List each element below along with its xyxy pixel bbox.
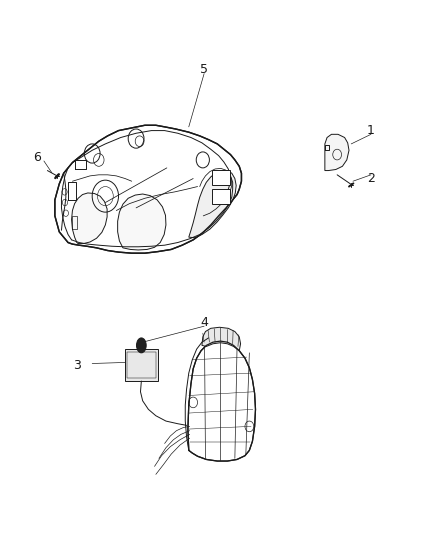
Text: 3: 3 bbox=[73, 359, 81, 372]
Polygon shape bbox=[324, 134, 348, 171]
Polygon shape bbox=[188, 171, 236, 238]
Bar bbox=[212, 189, 230, 204]
Ellipse shape bbox=[136, 338, 146, 353]
Polygon shape bbox=[117, 194, 166, 250]
Polygon shape bbox=[55, 125, 241, 253]
Bar bbox=[127, 352, 155, 378]
Bar bbox=[212, 170, 230, 185]
Text: 5: 5 bbox=[200, 63, 208, 76]
Polygon shape bbox=[201, 327, 240, 351]
Text: 6: 6 bbox=[33, 151, 41, 164]
Bar bbox=[125, 349, 158, 381]
Polygon shape bbox=[71, 193, 107, 244]
Text: 2: 2 bbox=[366, 172, 374, 185]
Text: 1: 1 bbox=[366, 124, 374, 137]
Polygon shape bbox=[187, 341, 255, 461]
Text: 4: 4 bbox=[200, 316, 208, 329]
